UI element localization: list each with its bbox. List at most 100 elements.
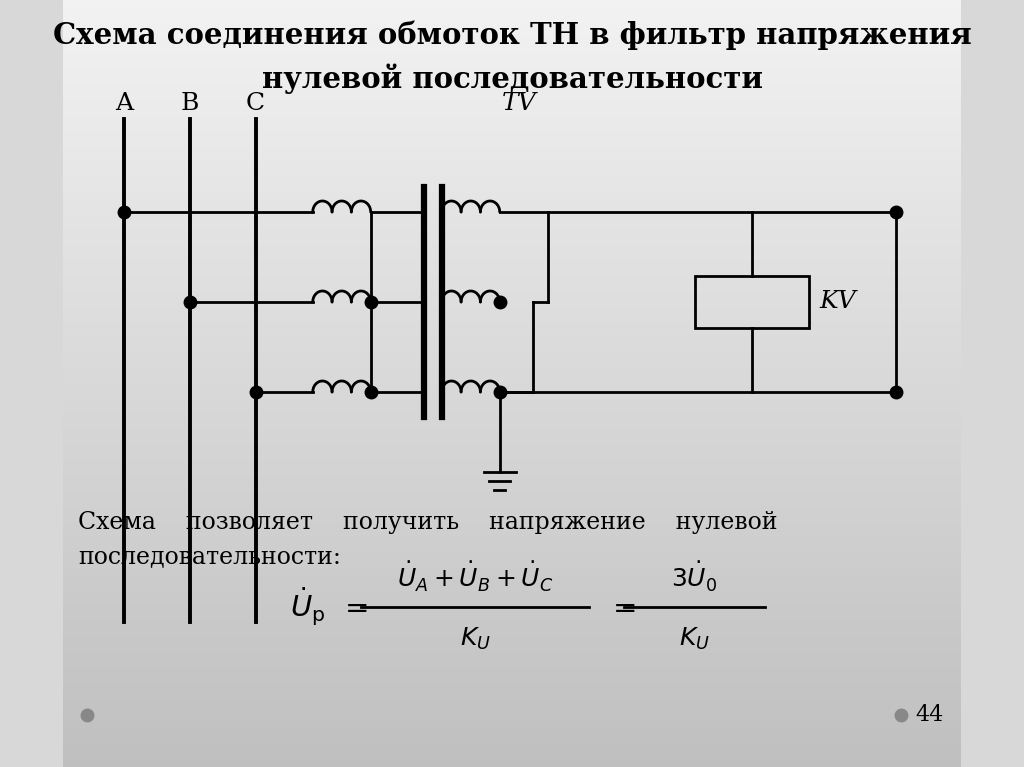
Bar xyxy=(62,353,962,360)
Text: $\dot{U}_\mathrm{р}$: $\dot{U}_\mathrm{р}$ xyxy=(291,586,326,628)
Bar xyxy=(62,729,962,736)
Bar xyxy=(62,276,962,284)
Bar xyxy=(62,453,962,460)
Text: B: B xyxy=(180,92,199,115)
Bar xyxy=(62,215,962,222)
Bar xyxy=(62,230,962,238)
Bar xyxy=(62,560,962,568)
Bar xyxy=(62,621,962,629)
Text: $=$: $=$ xyxy=(607,593,636,621)
Bar xyxy=(62,752,962,759)
Bar xyxy=(62,706,962,713)
Bar xyxy=(62,238,962,245)
Bar xyxy=(62,575,962,583)
Bar xyxy=(62,299,962,307)
Bar xyxy=(62,759,962,767)
Bar xyxy=(62,77,962,84)
Bar xyxy=(62,391,962,399)
Bar xyxy=(62,123,962,130)
Bar xyxy=(62,414,962,422)
Bar xyxy=(62,583,962,591)
Bar xyxy=(62,176,962,184)
Bar xyxy=(62,199,962,207)
Text: Схема соединения обмоток ТН в фильтр напряжения: Схема соединения обмоток ТН в фильтр нап… xyxy=(52,20,972,50)
Bar xyxy=(62,606,962,614)
Bar xyxy=(62,667,962,675)
Bar xyxy=(62,291,962,299)
Text: A: A xyxy=(115,92,133,115)
Bar xyxy=(62,744,962,752)
Text: $=$: $=$ xyxy=(339,593,368,621)
Bar xyxy=(62,660,962,667)
Bar xyxy=(62,384,962,391)
Bar xyxy=(62,476,962,483)
Bar xyxy=(62,376,962,384)
Bar xyxy=(62,322,962,330)
Bar xyxy=(62,698,962,706)
Text: TV: TV xyxy=(502,92,537,115)
Bar xyxy=(62,146,962,153)
Text: $K_{U}$: $K_{U}$ xyxy=(460,626,490,652)
Bar xyxy=(62,629,962,637)
Bar xyxy=(694,276,809,328)
Bar xyxy=(62,675,962,683)
Bar xyxy=(62,207,962,215)
Bar xyxy=(62,222,962,230)
Bar xyxy=(62,23,962,31)
Bar xyxy=(62,491,962,499)
Text: $3\dot{U}_{0}$: $3\dot{U}_{0}$ xyxy=(672,560,718,594)
Bar xyxy=(62,430,962,437)
Bar xyxy=(62,652,962,660)
Bar xyxy=(62,345,962,353)
Bar xyxy=(62,138,962,146)
Bar xyxy=(62,115,962,123)
Text: $\dot{U}_{A}+\dot{U}_{B}+\dot{U}_{C}$: $\dot{U}_{A}+\dot{U}_{B}+\dot{U}_{C}$ xyxy=(397,560,553,594)
Bar xyxy=(62,253,962,261)
Text: KV: KV xyxy=(819,291,856,314)
Bar xyxy=(62,721,962,729)
Bar xyxy=(62,107,962,115)
Bar xyxy=(62,736,962,744)
Bar xyxy=(62,31,962,38)
Bar xyxy=(62,529,962,537)
Bar xyxy=(62,499,962,506)
Bar xyxy=(62,192,962,199)
Text: 44: 44 xyxy=(915,704,944,726)
Bar xyxy=(62,713,962,721)
Bar xyxy=(62,545,962,552)
Bar xyxy=(62,522,962,529)
Text: C: C xyxy=(246,92,265,115)
Bar xyxy=(62,184,962,192)
Bar xyxy=(62,261,962,268)
Bar xyxy=(62,422,962,430)
Text: последовательности:: последовательности: xyxy=(79,545,341,568)
Bar xyxy=(62,399,962,407)
Bar xyxy=(62,598,962,606)
Bar xyxy=(62,69,962,77)
Bar xyxy=(62,506,962,514)
Bar xyxy=(62,644,962,652)
Bar xyxy=(62,54,962,61)
Text: Схема    позволяет    получить    напряжение    нулевой: Схема позволяет получить напряжение нуле… xyxy=(79,511,778,534)
Bar xyxy=(62,460,962,468)
Bar xyxy=(62,307,962,314)
Bar xyxy=(62,483,962,491)
Bar xyxy=(62,360,962,368)
Bar xyxy=(62,337,962,345)
Bar xyxy=(62,0,962,8)
Bar xyxy=(62,46,962,54)
Bar xyxy=(62,161,962,169)
Bar xyxy=(62,84,962,92)
Bar xyxy=(62,537,962,545)
Bar xyxy=(62,683,962,690)
Bar xyxy=(62,169,962,176)
Bar xyxy=(62,8,962,15)
Bar xyxy=(62,614,962,621)
Bar xyxy=(62,314,962,322)
Bar xyxy=(62,153,962,161)
Bar xyxy=(62,568,962,575)
Text: нулевой последовательности: нулевой последовательности xyxy=(261,64,763,94)
Bar xyxy=(62,407,962,414)
Bar xyxy=(62,690,962,698)
Bar xyxy=(62,330,962,337)
